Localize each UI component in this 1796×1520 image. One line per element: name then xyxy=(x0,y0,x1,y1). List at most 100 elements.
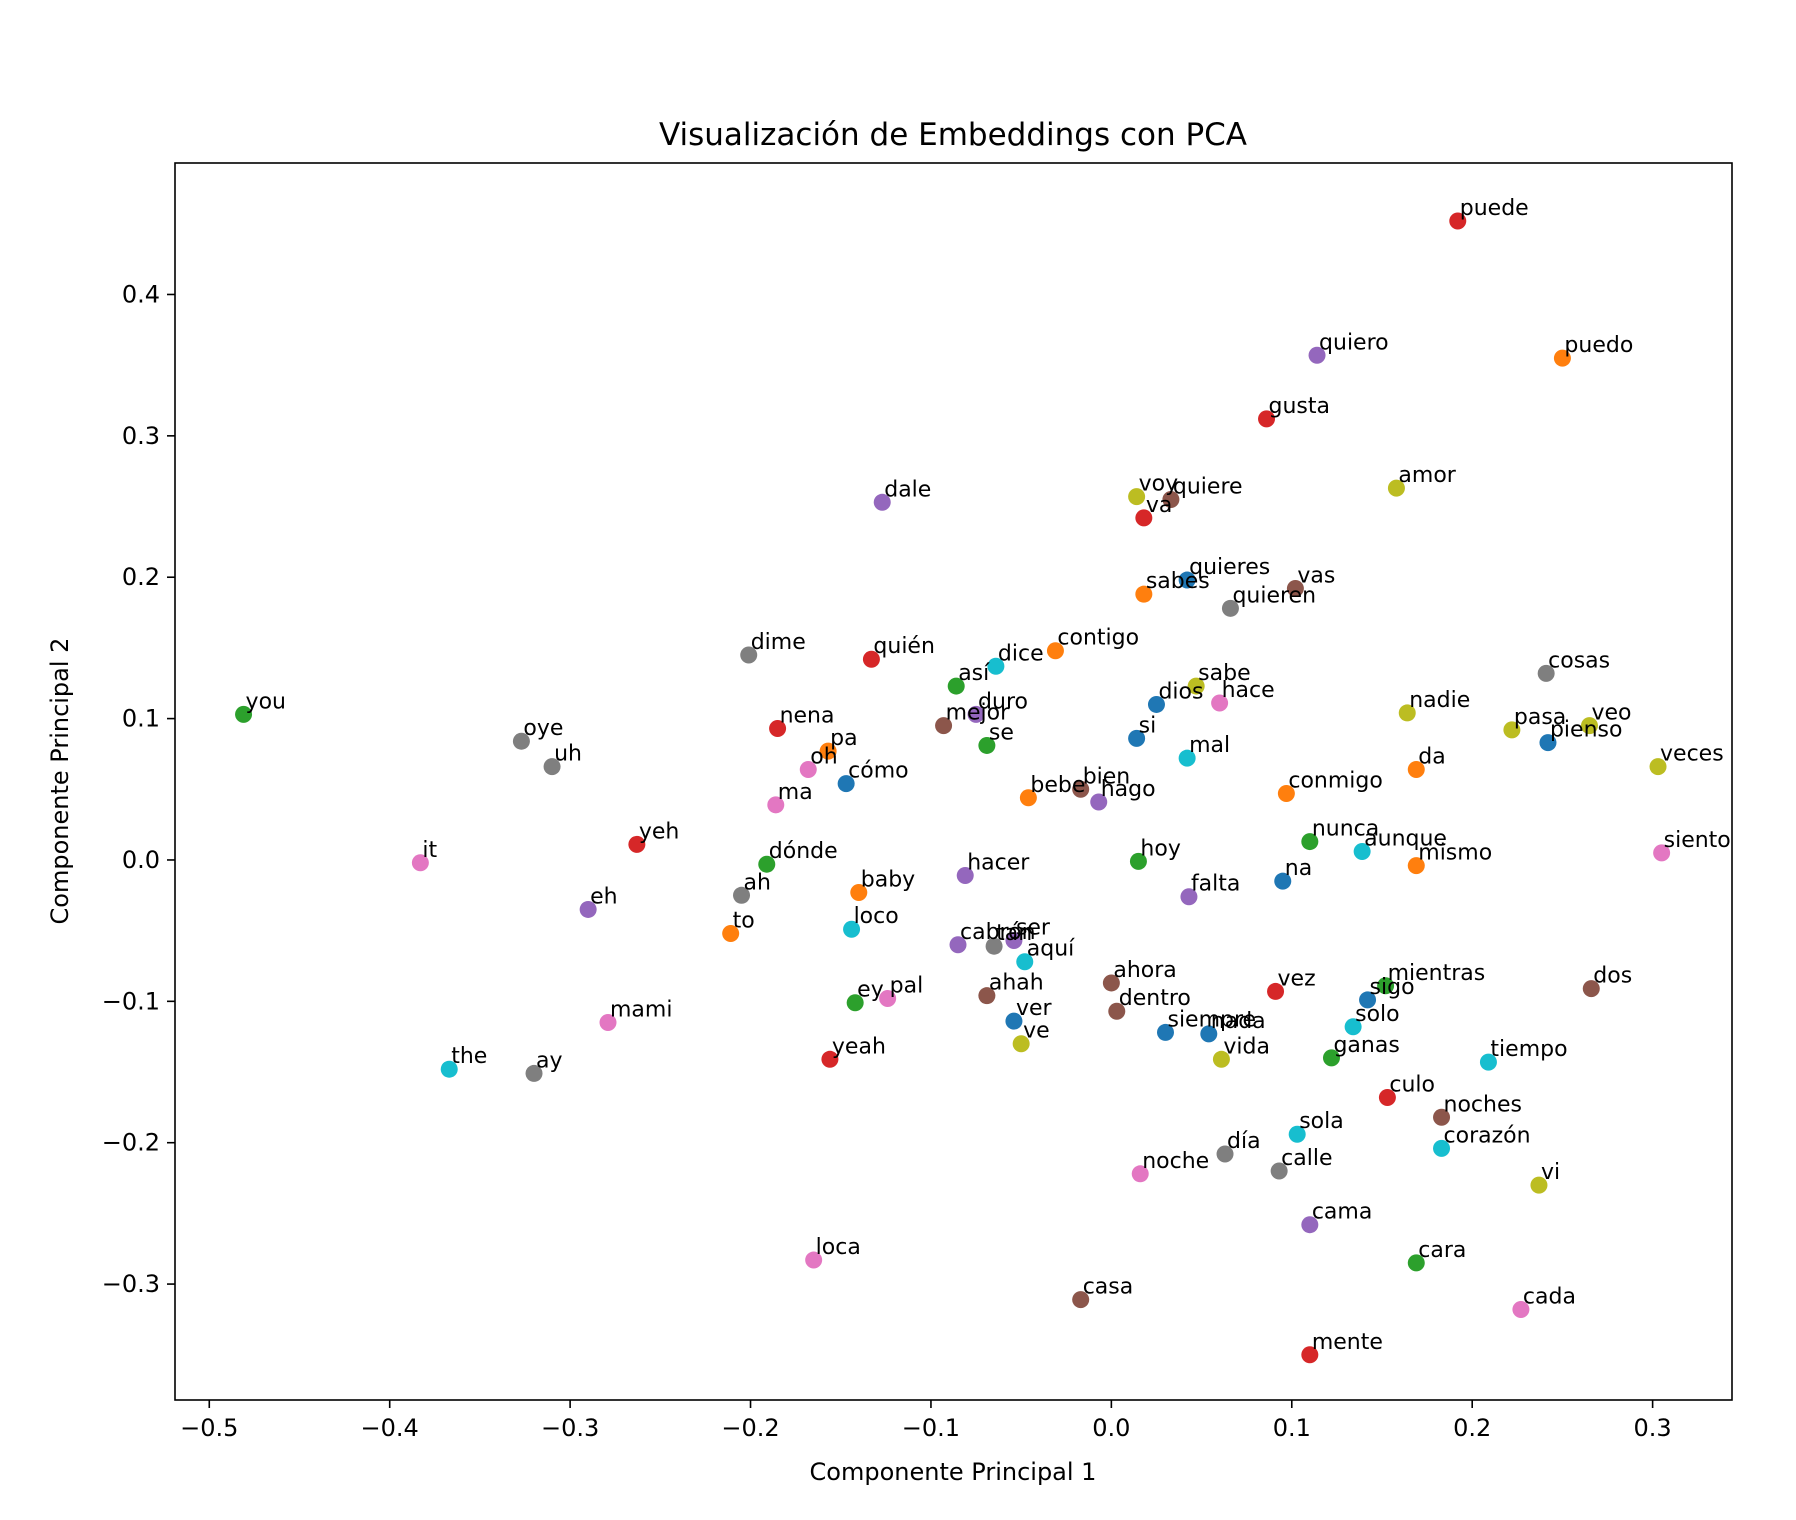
scatter-point xyxy=(956,867,974,885)
scatter-point xyxy=(525,1064,543,1082)
point-label: mismo xyxy=(1418,841,1492,866)
point-label: quién xyxy=(873,634,935,659)
scatter-point xyxy=(949,936,967,954)
x-tick-label: 0.1 xyxy=(1273,1414,1311,1442)
point-label: pienso xyxy=(1550,718,1622,743)
point-label: noche xyxy=(1142,1149,1209,1174)
scatter-point xyxy=(1258,410,1276,428)
scatter-point xyxy=(819,742,837,760)
point-label: to xyxy=(733,908,755,933)
scatter-point xyxy=(1407,857,1425,875)
x-axis: −0.5 −0.4 −0.3 −0.2 −0.1 0.0 0.1 0.2 0.3 xyxy=(180,1400,1672,1442)
point-label: mal xyxy=(1189,733,1230,758)
point-label: da xyxy=(1418,744,1445,769)
scatter-point xyxy=(1128,488,1146,506)
scatter-point xyxy=(1147,695,1165,713)
point-label: veo xyxy=(1591,701,1631,726)
x-tick-label: 0.0 xyxy=(1092,1414,1130,1442)
scatter-point xyxy=(1512,1301,1530,1319)
scatter-point xyxy=(1407,760,1425,778)
y-tick-label: 0.1 xyxy=(122,705,160,733)
scatter-point xyxy=(1135,509,1153,527)
scatter-point xyxy=(1102,974,1120,992)
scatter-point xyxy=(758,855,776,873)
scatter-point xyxy=(1580,717,1598,735)
scatter-point xyxy=(628,835,646,853)
point-label: tiempo xyxy=(1490,1037,1567,1062)
x-axis-label: Componente Principal 1 xyxy=(810,1458,1097,1486)
y-tick-label: −0.3 xyxy=(102,1270,160,1298)
x-tick-label: −0.4 xyxy=(361,1414,419,1442)
point-label: dime xyxy=(751,630,806,655)
scatter-point xyxy=(1537,664,1555,682)
scatter-point xyxy=(935,717,953,735)
scatter-point xyxy=(1178,749,1196,767)
point-label: ma xyxy=(778,780,813,805)
scatter-point xyxy=(850,883,868,901)
point-label: contigo xyxy=(1057,626,1139,651)
point-label: se xyxy=(989,720,1014,745)
scatter-point xyxy=(1407,1254,1425,1272)
point-label: dónde xyxy=(769,839,838,864)
point-label: cara xyxy=(1418,1238,1466,1263)
point-label: hago xyxy=(1101,777,1156,802)
scatter-point xyxy=(769,719,787,737)
scatter-point xyxy=(1553,349,1571,367)
scatter-point xyxy=(1072,780,1090,798)
point-label: culo xyxy=(1389,1072,1435,1097)
scatter-point xyxy=(1398,704,1416,722)
scatter-point xyxy=(1211,694,1229,712)
point-label: sabe xyxy=(1198,661,1250,686)
scatter-point xyxy=(1216,1145,1234,1163)
scatter-point xyxy=(978,736,996,754)
scatter-point xyxy=(1108,1002,1126,1020)
scatter-point xyxy=(1221,599,1239,617)
point-label: bebe xyxy=(1030,773,1085,798)
scatter-point xyxy=(1288,1125,1306,1143)
scatter-point xyxy=(733,886,751,904)
scatter-point xyxy=(1016,953,1034,971)
scatter-point xyxy=(1090,793,1108,811)
point-label: hacer xyxy=(967,851,1030,876)
point-label: ser xyxy=(1016,916,1051,941)
y-tick-label: 0.3 xyxy=(122,422,160,450)
point-label: na xyxy=(1285,856,1312,881)
scatter-point xyxy=(1135,585,1153,603)
point-label: oh xyxy=(810,744,837,769)
scatter-point xyxy=(1301,1346,1319,1364)
point-label: ay xyxy=(536,1048,563,1073)
scatter-point xyxy=(1377,977,1395,995)
point-label: amor xyxy=(1398,463,1456,488)
point-label: dentro xyxy=(1119,986,1191,1011)
point-label: así xyxy=(958,661,990,686)
point-label: vez xyxy=(1278,966,1316,991)
point-label: mente xyxy=(1312,1330,1383,1355)
point-label: pal xyxy=(890,974,924,999)
scatter-point xyxy=(1128,729,1146,747)
point-label: solo xyxy=(1355,1002,1400,1027)
point-label: veces xyxy=(1660,742,1724,767)
point-label: eh xyxy=(590,884,617,909)
point-label: hace xyxy=(1222,678,1275,703)
point-label: sigo xyxy=(1370,975,1415,1000)
point-label: hoy xyxy=(1140,836,1180,861)
point-label: puede xyxy=(1460,196,1529,221)
point-label: oye xyxy=(523,716,563,741)
point-label: gusta xyxy=(1269,394,1330,419)
point-label: pasa xyxy=(1514,705,1566,730)
y-tick-label: −0.1 xyxy=(102,987,160,1015)
scatter-point xyxy=(1005,1012,1023,1030)
scatter-point xyxy=(1267,982,1285,1000)
x-tick-label: 0.3 xyxy=(1634,1414,1672,1442)
point-label: conmigo xyxy=(1288,769,1382,794)
scatter-point xyxy=(411,854,429,872)
scatter-point xyxy=(1503,721,1521,739)
point-label: vas xyxy=(1297,564,1335,589)
point-label: ahora xyxy=(1113,958,1176,983)
scatter-point xyxy=(1301,1216,1319,1234)
x-tick-label: −0.3 xyxy=(541,1414,599,1442)
point-label: the xyxy=(451,1044,487,1069)
scatter-point xyxy=(805,1251,823,1269)
scatter-point xyxy=(1433,1108,1451,1126)
